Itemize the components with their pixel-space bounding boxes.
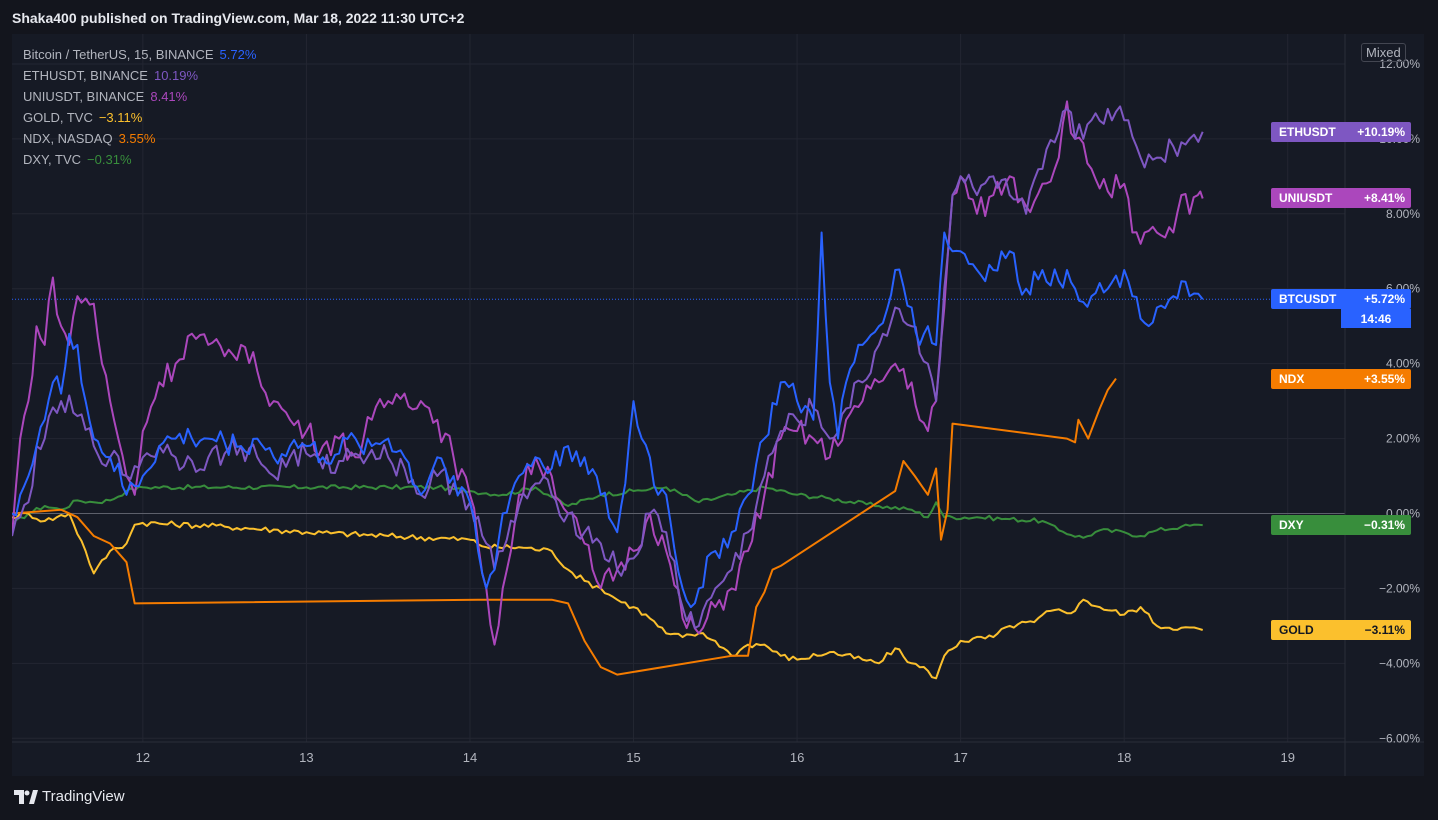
y-tick-label: 12.00% bbox=[1379, 57, 1420, 71]
legend-series-name: ETHUSDT, BINANCE bbox=[23, 68, 148, 83]
publish-header: Shaka400 published on TradingView.com, M… bbox=[12, 10, 465, 26]
legend-series-value: 10.19% bbox=[153, 68, 199, 83]
legend-series-name: NDX, NASDAQ bbox=[23, 131, 113, 146]
x-tick-label: 16 bbox=[790, 750, 804, 765]
legend-item[interactable]: ETHUSDT, BINANCE 10.19% bbox=[23, 65, 256, 86]
price-tag-value: +10.19% bbox=[1357, 124, 1405, 139]
legend-series-name: UNIUSDT, BINANCE bbox=[23, 89, 145, 104]
legend-item[interactable]: Bitcoin / TetherUS, 15, BINANCE 5.72% bbox=[23, 44, 256, 65]
footer-brand-text: TradingView bbox=[42, 788, 125, 805]
y-tick-label: −4.00% bbox=[1379, 656, 1420, 670]
tradingview-logo-icon bbox=[14, 789, 38, 804]
legend-series-value: 5.72% bbox=[219, 47, 257, 62]
price-tag-symbol: BTCUSDT bbox=[1279, 292, 1337, 307]
series-line-ndx bbox=[12, 378, 1117, 676]
footer-brand: TradingView bbox=[14, 788, 125, 805]
legend-series-value: 3.55% bbox=[118, 131, 156, 146]
price-tag-gold: GOLD −3.11% bbox=[1271, 619, 1411, 640]
price-tag-btcusdt: BTCUSDT +5.72% bbox=[1271, 289, 1411, 310]
series-line-btcusdt bbox=[12, 231, 1204, 609]
legend-item[interactable]: NDX, NASDAQ 3.55% bbox=[23, 128, 256, 149]
legend-series-value: 8.41% bbox=[150, 89, 188, 104]
price-tag-value: −3.11% bbox=[1364, 622, 1405, 637]
y-tick-label: −2.00% bbox=[1379, 581, 1420, 595]
price-tag-value: +3.55% bbox=[1363, 371, 1405, 386]
price-tag-value: −0.31% bbox=[1363, 518, 1405, 533]
legend-series-name: DXY, TVC bbox=[23, 152, 82, 167]
legend-item[interactable]: DXY, TVC −0.31% bbox=[23, 149, 256, 170]
price-tag-ethusdt: ETHUSDT +10.19% bbox=[1271, 121, 1411, 142]
price-tag-value: +5.72% bbox=[1363, 292, 1405, 307]
y-tick-label: −6.00% bbox=[1379, 731, 1420, 745]
price-tag-value: +8.41% bbox=[1363, 191, 1405, 206]
series-line-dxy bbox=[12, 484, 1203, 539]
price-tag-symbol: GOLD bbox=[1279, 622, 1314, 637]
series-legend: Bitcoin / TetherUS, 15, BINANCE 5.72% ETHU… bbox=[23, 44, 256, 170]
price-tag-ndx: NDX +3.55% bbox=[1271, 368, 1411, 389]
chart-pane[interactable]: 12.00%10.00%8.00%6.00%4.00%2.00%0.00%−2.… bbox=[12, 34, 1424, 776]
x-tick-label: 14 bbox=[463, 750, 477, 765]
series-line-ethusdt bbox=[12, 105, 1204, 629]
x-tick-label: 12 bbox=[136, 750, 150, 765]
y-tick-label: 2.00% bbox=[1386, 432, 1420, 446]
y-tick-label: 8.00% bbox=[1386, 207, 1420, 221]
y-tick-label: 4.00% bbox=[1386, 357, 1420, 371]
price-tag-uniusdt: UNIUSDT +8.41% bbox=[1271, 188, 1411, 209]
price-tag-symbol: DXY bbox=[1279, 518, 1304, 533]
x-tick-label: 19 bbox=[1281, 750, 1295, 765]
scale-mode-button[interactable]: Mixed bbox=[1361, 43, 1406, 62]
price-chart[interactable]: 12.00%10.00%8.00%6.00%4.00%2.00%0.00%−2.… bbox=[12, 34, 1424, 776]
x-tick-label: 17 bbox=[953, 750, 967, 765]
x-tick-label: 15 bbox=[626, 750, 640, 765]
x-tick-label: 18 bbox=[1117, 750, 1131, 765]
chart-background bbox=[12, 34, 1424, 776]
legend-series-name: GOLD, TVC bbox=[23, 110, 93, 125]
legend-series-name: Bitcoin / TetherUS, 15, BINANCE bbox=[23, 47, 214, 62]
price-tag-symbol: ETHUSDT bbox=[1279, 124, 1336, 139]
legend-series-value: −3.11% bbox=[98, 110, 143, 125]
legend-series-value: −0.31% bbox=[87, 152, 132, 167]
price-tag-dxy: DXY −0.31% bbox=[1271, 515, 1411, 536]
price-tag-symbol: UNIUSDT bbox=[1279, 191, 1333, 206]
series-line-gold bbox=[12, 512, 1203, 680]
x-tick-label: 13 bbox=[299, 750, 313, 765]
bar-countdown: 14:46 bbox=[1341, 309, 1411, 329]
legend-item[interactable]: UNIUSDT, BINANCE 8.41% bbox=[23, 86, 256, 107]
price-tag-symbol: NDX bbox=[1279, 371, 1305, 386]
legend-item[interactable]: GOLD, TVC −3.11% bbox=[23, 107, 256, 128]
